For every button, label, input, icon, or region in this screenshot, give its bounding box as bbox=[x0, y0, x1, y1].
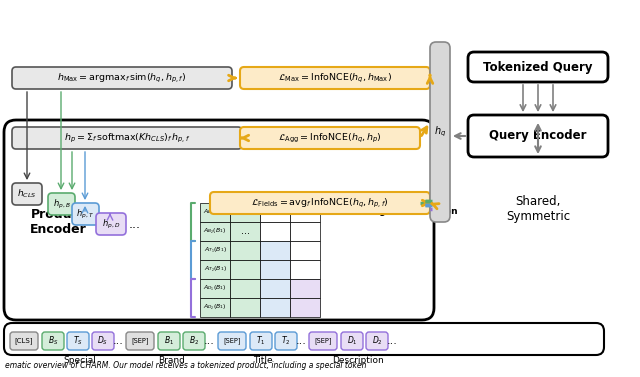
Bar bbox=[200, 260, 230, 279]
FancyBboxPatch shape bbox=[366, 332, 388, 350]
Bar bbox=[200, 298, 230, 317]
FancyBboxPatch shape bbox=[341, 332, 363, 350]
Bar bbox=[200, 241, 230, 260]
Text: $h_\mathrm{Max} = \mathrm{argmax}_f\,\mathrm{sim}(h_q, h_{p,f})$: $h_\mathrm{Max} = \mathrm{argmax}_f\,\ma… bbox=[58, 72, 187, 84]
FancyBboxPatch shape bbox=[275, 332, 297, 350]
FancyBboxPatch shape bbox=[309, 332, 337, 350]
Text: $A_{B_1}(B_1)$: $A_{B_1}(B_1)$ bbox=[204, 208, 227, 217]
Bar bbox=[230, 298, 260, 317]
FancyBboxPatch shape bbox=[183, 332, 205, 350]
Text: ...: ... bbox=[387, 336, 397, 346]
FancyBboxPatch shape bbox=[10, 332, 38, 350]
Text: ...: ... bbox=[241, 227, 250, 236]
Text: $h_{p,D}$: $h_{p,D}$ bbox=[102, 218, 120, 231]
FancyBboxPatch shape bbox=[218, 332, 246, 350]
Text: Block-Triangular Attention: Block-Triangular Attention bbox=[324, 207, 458, 216]
Text: Description: Description bbox=[332, 356, 384, 365]
Bar bbox=[230, 241, 260, 260]
Bar bbox=[260, 241, 290, 260]
Bar bbox=[290, 241, 320, 260]
Text: Special: Special bbox=[63, 356, 97, 365]
FancyBboxPatch shape bbox=[12, 67, 232, 89]
Bar bbox=[290, 260, 320, 279]
FancyBboxPatch shape bbox=[12, 183, 42, 205]
Text: $T_1$: $T_1$ bbox=[256, 335, 266, 347]
Bar bbox=[200, 279, 230, 298]
Bar bbox=[260, 260, 290, 279]
Bar bbox=[230, 279, 260, 298]
FancyBboxPatch shape bbox=[4, 120, 434, 320]
FancyBboxPatch shape bbox=[210, 192, 430, 214]
Bar bbox=[290, 298, 320, 317]
Text: $A_{T_2}(B_1)$: $A_{T_2}(B_1)$ bbox=[204, 265, 227, 274]
FancyBboxPatch shape bbox=[468, 52, 608, 82]
Text: $B_1$: $B_1$ bbox=[164, 335, 174, 347]
Bar bbox=[230, 222, 260, 241]
FancyBboxPatch shape bbox=[48, 193, 75, 215]
Bar bbox=[260, 203, 290, 222]
Text: $B_S$: $B_S$ bbox=[48, 335, 58, 347]
Text: $\mathcal{L}_\mathrm{Fields} = \mathrm{avg}_f\,\mathrm{InfoNCE}(h_q, h_{p,f})$: $\mathcal{L}_\mathrm{Fields} = \mathrm{a… bbox=[252, 196, 388, 210]
FancyBboxPatch shape bbox=[250, 332, 272, 350]
Text: [SEP]: [SEP] bbox=[131, 338, 148, 344]
FancyBboxPatch shape bbox=[67, 332, 89, 350]
Text: Tokenized Query: Tokenized Query bbox=[483, 60, 593, 74]
Text: Title: Title bbox=[253, 356, 273, 365]
Text: $h_{p,T}$: $h_{p,T}$ bbox=[77, 207, 95, 221]
Text: $D_2$: $D_2$ bbox=[372, 335, 382, 347]
Bar bbox=[290, 279, 320, 298]
Text: $A_{B_1}(B_2)$: $A_{B_1}(B_2)$ bbox=[234, 208, 257, 217]
Text: Brand: Brand bbox=[159, 356, 186, 365]
Text: $A_{B_2}(B_1)$: $A_{B_2}(B_1)$ bbox=[204, 227, 227, 236]
Text: $A_{D_1}(B_1)$: $A_{D_1}(B_1)$ bbox=[203, 284, 227, 293]
Text: $T_S$: $T_S$ bbox=[73, 335, 83, 347]
FancyBboxPatch shape bbox=[240, 67, 430, 89]
Text: $B_2$: $B_2$ bbox=[189, 335, 199, 347]
Text: $A_{T_1}(B_1)$: $A_{T_1}(B_1)$ bbox=[204, 246, 227, 255]
Text: Product
Encoder: Product Encoder bbox=[29, 208, 86, 236]
Text: $h_{CLS}$: $h_{CLS}$ bbox=[17, 188, 36, 200]
Text: $T_2$: $T_2$ bbox=[281, 335, 291, 347]
Bar bbox=[260, 279, 290, 298]
Text: [SEP]: [SEP] bbox=[223, 338, 241, 344]
Text: $\mathcal{L}_\mathrm{Agg} = \mathrm{InfoNCE}(h_q, h_p)$: $\mathcal{L}_\mathrm{Agg} = \mathrm{Info… bbox=[278, 132, 382, 144]
Text: [CLS]: [CLS] bbox=[15, 338, 33, 344]
Bar bbox=[260, 222, 290, 241]
FancyBboxPatch shape bbox=[96, 213, 126, 235]
Text: $\mathcal{L}_\mathrm{Max} = \mathrm{InfoNCE}(h_q, h_\mathrm{Max})$: $\mathcal{L}_\mathrm{Max} = \mathrm{Info… bbox=[278, 72, 392, 84]
FancyBboxPatch shape bbox=[4, 323, 604, 355]
FancyBboxPatch shape bbox=[126, 332, 154, 350]
FancyBboxPatch shape bbox=[240, 127, 420, 149]
Text: ...: ... bbox=[296, 336, 307, 346]
Text: $A_{D_2}(B_1)$: $A_{D_2}(B_1)$ bbox=[203, 303, 227, 312]
Bar bbox=[230, 203, 260, 222]
Bar bbox=[230, 260, 260, 279]
Text: [SEP]: [SEP] bbox=[314, 338, 332, 344]
Bar bbox=[290, 222, 320, 241]
Bar bbox=[200, 222, 230, 241]
Text: $D_1$: $D_1$ bbox=[347, 335, 357, 347]
Text: ...: ... bbox=[129, 219, 141, 231]
Bar bbox=[260, 298, 290, 317]
Text: Shared,
Symmetric: Shared, Symmetric bbox=[506, 195, 570, 223]
FancyBboxPatch shape bbox=[92, 332, 114, 350]
FancyBboxPatch shape bbox=[158, 332, 180, 350]
Text: ...: ... bbox=[113, 336, 124, 346]
FancyBboxPatch shape bbox=[468, 115, 608, 157]
Text: $D_S$: $D_S$ bbox=[97, 335, 109, 347]
FancyBboxPatch shape bbox=[12, 127, 242, 149]
FancyBboxPatch shape bbox=[42, 332, 64, 350]
Text: $h_q$: $h_q$ bbox=[434, 125, 446, 139]
Bar bbox=[200, 203, 230, 222]
Text: $h_p = \Sigma_f\,\mathrm{softmax}(Kh_{CLS})_f\,h_{p,f}$: $h_p = \Sigma_f\,\mathrm{softmax}(Kh_{CL… bbox=[64, 132, 190, 144]
FancyBboxPatch shape bbox=[72, 203, 99, 225]
Text: Query Encoder: Query Encoder bbox=[489, 130, 587, 143]
FancyBboxPatch shape bbox=[430, 42, 450, 222]
Text: ...: ... bbox=[204, 336, 214, 346]
Bar bbox=[290, 203, 320, 222]
Text: ematic overview of CHARM. Our model receives a tokenized product, including a sp: ematic overview of CHARM. Our model rece… bbox=[5, 360, 367, 369]
Text: $h_{p,B}$: $h_{p,B}$ bbox=[52, 198, 70, 210]
